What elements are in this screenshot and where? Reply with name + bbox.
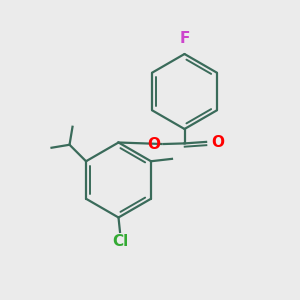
Text: O: O [211, 135, 224, 150]
Text: F: F [179, 31, 190, 46]
Text: Cl: Cl [112, 234, 128, 249]
Text: O: O [148, 136, 160, 152]
